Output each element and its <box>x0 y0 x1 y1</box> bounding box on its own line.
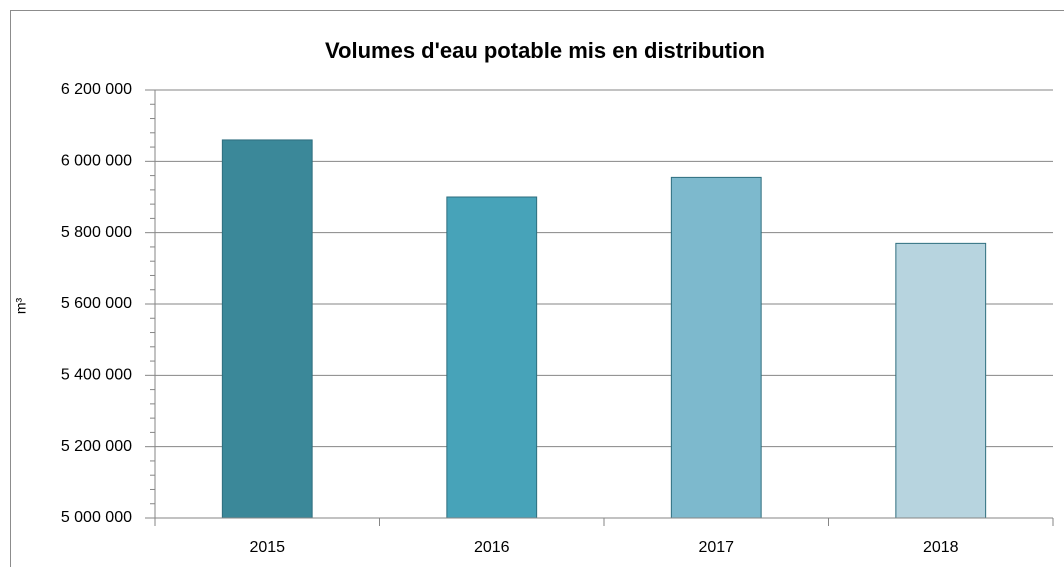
x-tick-label: 2017 <box>698 539 734 556</box>
y-tick-label: 5 000 000 <box>61 509 132 526</box>
x-tick-label: 2015 <box>249 539 285 556</box>
y-tick-label: 5 800 000 <box>61 224 132 241</box>
chart-border <box>10 10 1064 567</box>
chart-title: Volumes d'eau potable mis en distributio… <box>325 38 765 63</box>
y-tick-label: 5 400 000 <box>61 367 132 384</box>
x-tick-label: 2018 <box>923 539 959 556</box>
y-tick-label: 5 600 000 <box>61 295 132 312</box>
y-tick-label: 5 200 000 <box>61 438 132 455</box>
x-tick-label: 2016 <box>474 539 510 556</box>
bar <box>895 242 987 519</box>
y-tick-label: 6 200 000 <box>61 81 132 98</box>
y-tick-label: 6 000 000 <box>61 153 132 170</box>
bar <box>221 139 313 519</box>
bar <box>670 176 762 519</box>
bar <box>446 196 538 519</box>
y-axis-label: m³ <box>13 298 29 315</box>
